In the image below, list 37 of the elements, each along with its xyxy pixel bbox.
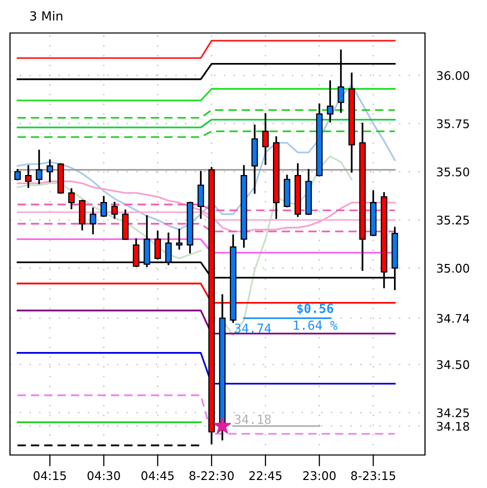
annotation: $0.56 <box>297 303 334 315</box>
line-series <box>16 84 396 230</box>
annotation: 34.74 <box>234 324 271 333</box>
candlestick <box>262 113 269 165</box>
y-tick-label: 34.25 <box>437 408 469 418</box>
y-tick-label: 35.00 <box>437 264 470 273</box>
candlestick <box>198 170 204 219</box>
line-series <box>16 180 396 232</box>
candlestick <box>154 230 161 260</box>
x-tick-label: 04:45 <box>141 471 174 480</box>
annotation: 1.64 % <box>294 320 338 330</box>
candlestick <box>326 80 334 122</box>
y-tick-label: 36.00 <box>437 71 470 80</box>
candlestick <box>46 159 54 182</box>
chart-title: 3 Min <box>30 11 62 21</box>
candlestick <box>100 196 108 217</box>
x-tick-label: 8-22:30 <box>189 471 234 480</box>
candlestick <box>111 202 118 219</box>
candlestick <box>36 150 42 184</box>
y-tick-label: 35.25 <box>437 216 469 225</box>
candlestick <box>78 200 86 230</box>
y-tick-label: 35.50 <box>437 167 470 176</box>
x-tick-label: 04:15 <box>34 471 66 480</box>
x-tick-label: 23:00 <box>303 471 336 480</box>
annotation: 34.18 <box>234 414 271 424</box>
y-tick-label: 35.75 <box>437 119 469 128</box>
x-tick-label: 04:30 <box>88 471 120 480</box>
candlestick <box>176 228 182 250</box>
x-tick-label: 22:45 <box>249 471 282 480</box>
candlestick <box>68 188 75 210</box>
y-tick-label: 34.50 <box>437 360 470 370</box>
y-tick-label: 34.18 <box>437 422 470 431</box>
candlestick <box>14 168 21 180</box>
y-tick-label: 34.74 <box>437 314 470 323</box>
candlestick <box>25 165 32 188</box>
candlestick <box>90 208 96 234</box>
x-tick-label: 8-23:15 <box>351 471 396 480</box>
